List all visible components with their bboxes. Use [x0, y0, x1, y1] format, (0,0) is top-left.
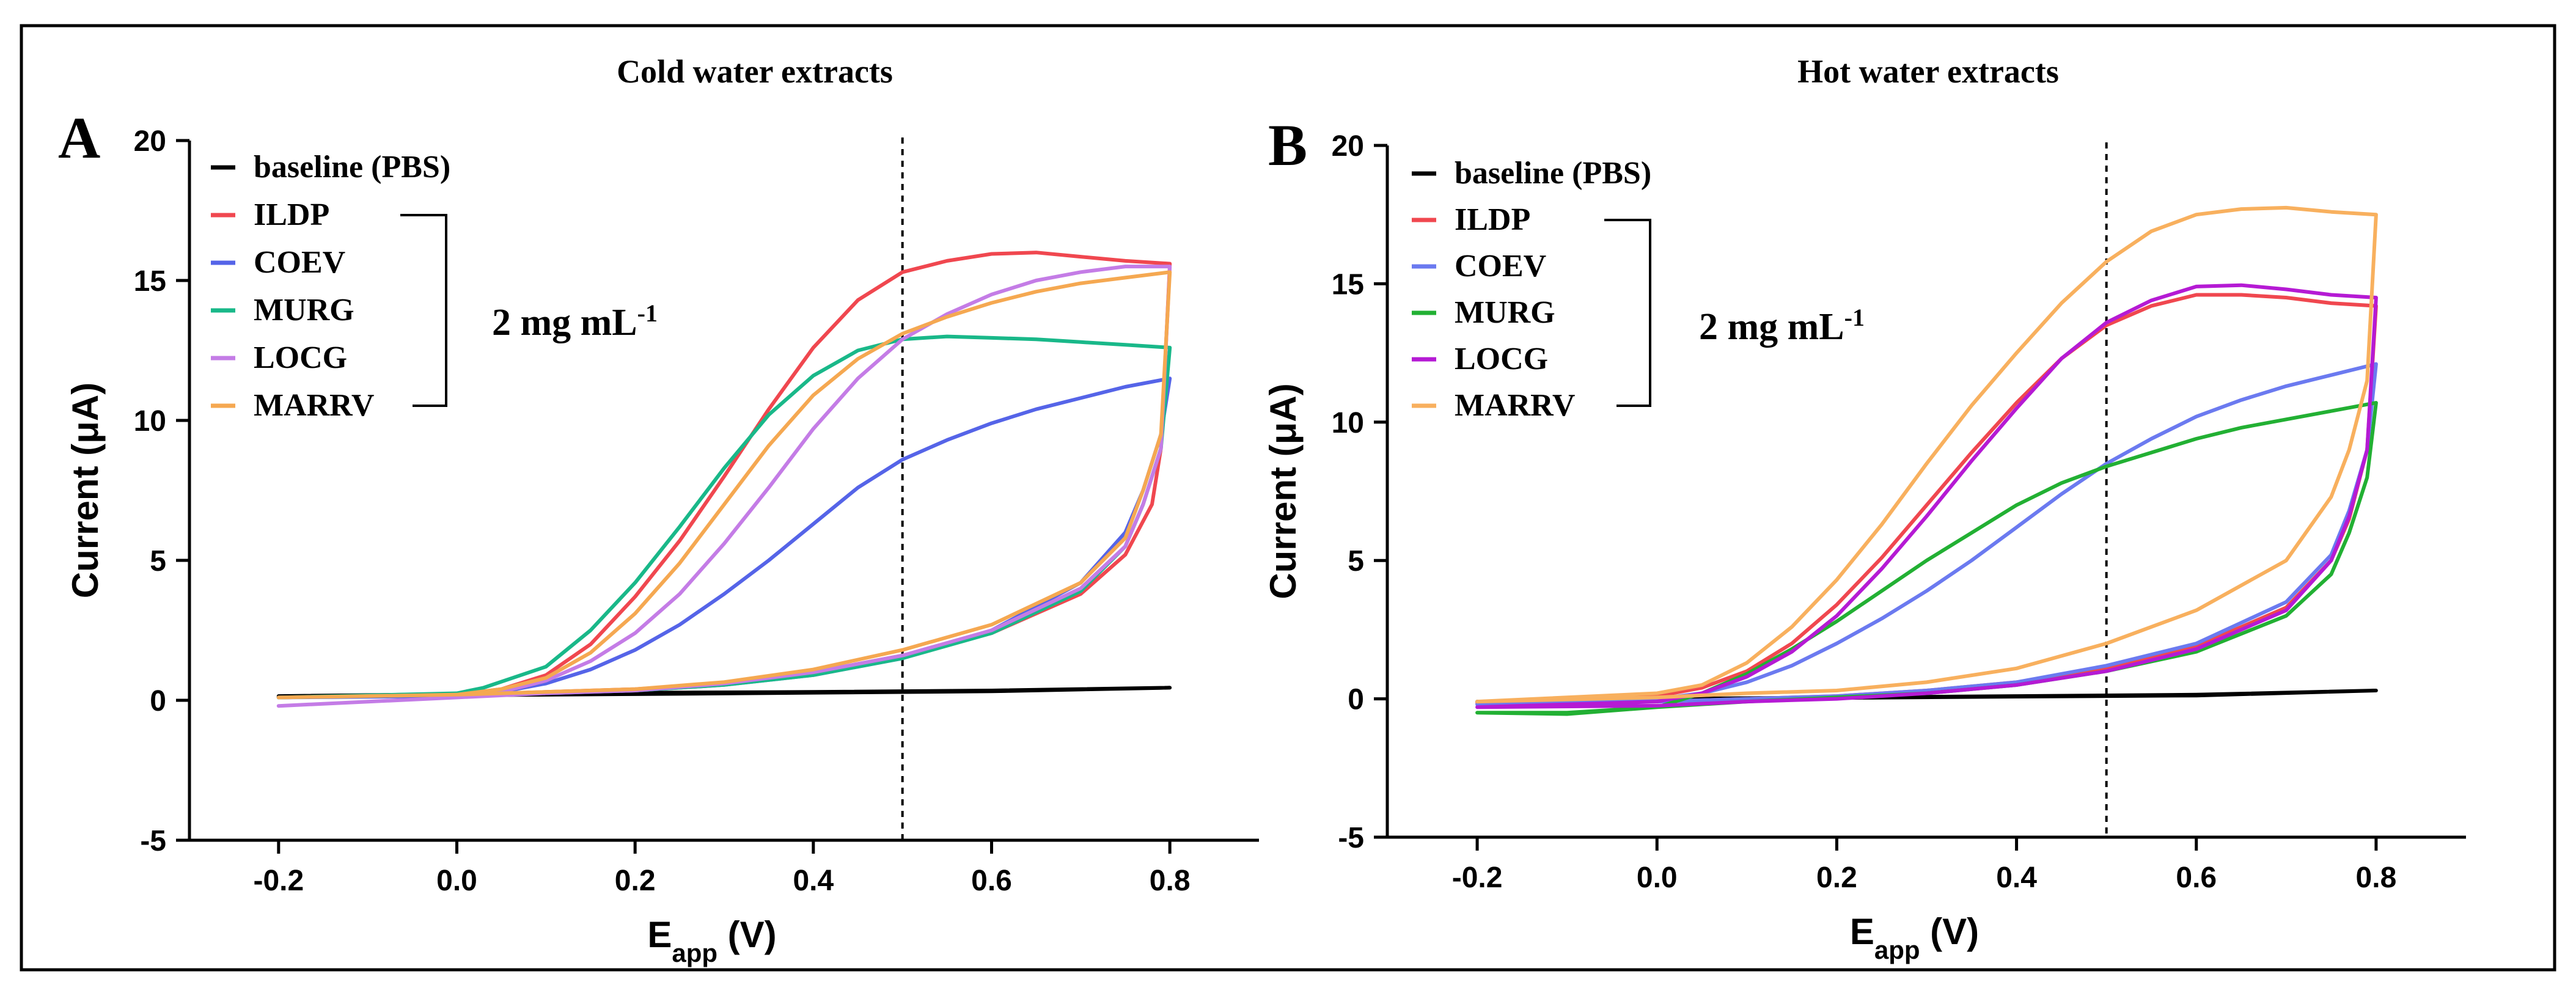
y-tick-label: 10: [134, 405, 166, 438]
legend-label-locg: LOCG: [254, 340, 347, 375]
concentration-label: 2 mg mL-1: [492, 299, 658, 344]
x-tick-label: 0.4: [1996, 862, 2037, 894]
y-axis-title: Current (μA): [65, 383, 106, 598]
legend-label-coev: COEV: [254, 245, 345, 280]
panel-b-letter: B: [1268, 112, 1307, 178]
legend-label-ildp: ILDP: [254, 197, 329, 232]
legend-label-marrv: MARRV: [254, 388, 374, 423]
y-tick-label: 0: [1348, 684, 1364, 716]
y-tick-label: 20: [1332, 130, 1364, 163]
x-tick-label: 0.8: [1150, 865, 1191, 897]
series-marrv: [276, 270, 1172, 700]
series-marrv: [1475, 205, 2378, 704]
panel-a-title: Cold water extracts: [617, 53, 893, 90]
legend-label-murg: MURG: [254, 293, 354, 328]
x-tick-label: 0.4: [793, 865, 834, 897]
series-ildp: [276, 251, 1172, 700]
legend-label-murg: MURG: [1455, 295, 1555, 330]
legend-label-baseline-pbs: baseline (PBS): [1455, 156, 1651, 191]
y-tick-label: 5: [150, 545, 166, 577]
series-locg: [276, 265, 1172, 708]
legend-label-coev: COEV: [1455, 249, 1546, 284]
x-axis-title: Eapp (V): [1850, 911, 1979, 964]
x-tick-label: 0.0: [436, 865, 477, 897]
y-tick-label: 20: [134, 125, 166, 158]
x-tick-label: -0.2: [1452, 862, 1503, 894]
y-tick-label: 5: [1348, 545, 1364, 577]
panel-a-legend: baseline (PBS) ILDP COEV MURG LOCG MARRV 2 mg …: [211, 150, 658, 423]
legend-bracket: [1604, 219, 1651, 407]
x-tick-label: -0.2: [253, 865, 304, 897]
legend-label-locg: LOCG: [1455, 342, 1548, 376]
series-coev: [276, 376, 1172, 700]
x-tick-label: 0.8: [2356, 862, 2397, 894]
series-coev: [1475, 362, 2378, 706]
x-tick-label: 0.6: [2176, 862, 2217, 894]
concentration-label: 2 mg mL-1: [1699, 304, 1865, 348]
panel-a-plot-area: [276, 137, 1172, 840]
figure-frame: [20, 24, 2556, 972]
y-tick-label: 10: [1332, 407, 1364, 439]
panel-a: Cold water extracts A -5 0 5 10 15 20 -0.2 0.0 0…: [58, 53, 1259, 967]
y-axis-title: Current (μA): [1263, 383, 1304, 599]
y-tick-label: -5: [1338, 822, 1364, 854]
panel-b-axes: -5 0 5 10 15 20 -0.2 0.0 0.2 0.4 0.6 0.8 Current (μA…: [1263, 130, 2466, 964]
legend-label-ildp: ILDP: [1455, 202, 1530, 237]
panel-b-plot-area: [1475, 142, 2378, 837]
series-locg: [1475, 283, 2378, 709]
series-murg: [276, 334, 1172, 700]
panel-b-legend: baseline (PBS) ILDP COEV MURG LOCG MARRV 2 mg …: [1412, 156, 1865, 423]
legend-label-marrv: MARRV: [1455, 388, 1575, 423]
panel-b-title: Hot water extracts: [1797, 53, 2059, 90]
x-tick-label: 0.6: [971, 865, 1012, 897]
y-tick-label: 15: [134, 265, 166, 298]
panel-b: Hot water extracts B -5 0 5 10 15 20 -0.2 0.0 0.…: [1263, 53, 2466, 964]
y-tick-label: 0: [150, 685, 166, 717]
x-tick-label: 0.2: [1816, 862, 1857, 894]
x-tick-label: 0.0: [1637, 862, 1678, 894]
series-ildp: [1475, 293, 2378, 705]
panel-a-letter: A: [58, 105, 100, 170]
panel-a-axes: -5 0 5 10 15 20 -0.2 0.0 0.2 0.4 0.6 0.8 Current (μA…: [65, 125, 1259, 967]
x-tick-label: 0.2: [615, 865, 656, 897]
legend-bracket: [400, 214, 447, 407]
y-tick-label: 15: [1332, 268, 1364, 301]
legend-label-baseline-pbs: baseline (PBS): [254, 150, 450, 185]
series-murg: [1475, 401, 2378, 716]
y-tick-label: -5: [140, 825, 166, 857]
x-axis-title: Eapp (V): [647, 914, 776, 967]
